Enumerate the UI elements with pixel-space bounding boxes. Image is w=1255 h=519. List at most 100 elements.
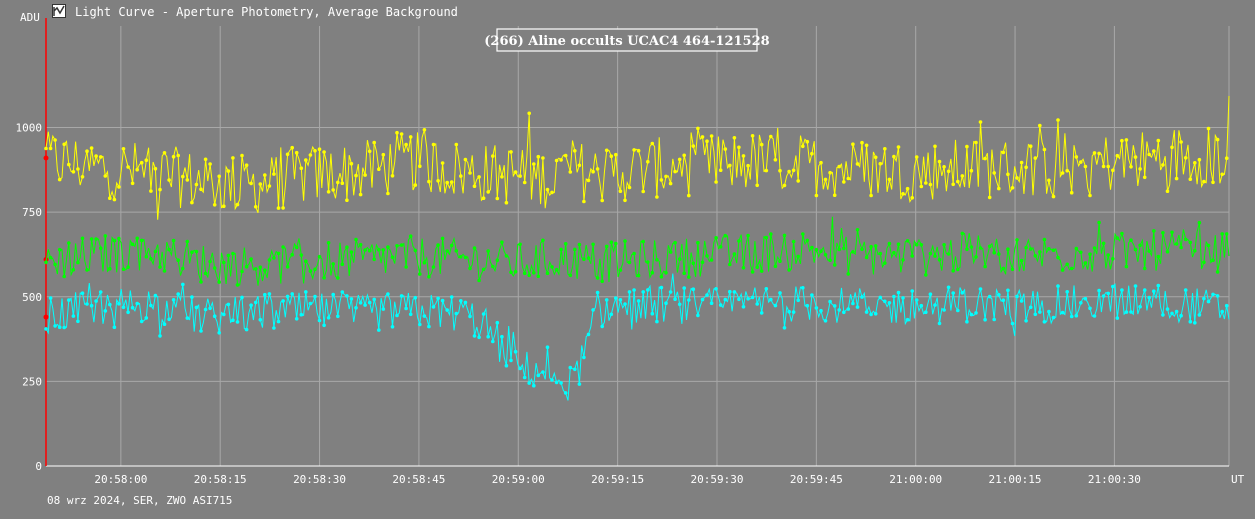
footer-info: 08 wrz 2024, SER, ZWO ASI715 [47, 494, 233, 507]
series-point [427, 275, 431, 279]
series-point [718, 303, 723, 307]
series-point [317, 254, 322, 259]
series-point [646, 288, 650, 292]
series-point [1202, 179, 1206, 184]
series-point [408, 135, 413, 139]
series-point [609, 154, 614, 158]
series-point [614, 241, 618, 246]
series-point [1129, 238, 1133, 242]
series-point [791, 310, 796, 314]
series-point [304, 290, 308, 294]
series-point [89, 146, 94, 150]
series-point [217, 280, 221, 284]
series-point [823, 177, 828, 182]
series-point [326, 316, 331, 320]
series-point [1106, 291, 1110, 296]
series-point [987, 244, 992, 249]
series-point [873, 312, 878, 316]
series-point [832, 304, 837, 308]
series-point [94, 154, 98, 158]
series-point [805, 139, 810, 144]
series-point [331, 292, 336, 297]
series-point [664, 271, 668, 275]
series-point [1019, 258, 1024, 263]
series-point [946, 169, 951, 174]
series-point [851, 142, 855, 146]
series-point [532, 271, 536, 275]
series-point [746, 233, 750, 238]
series-point [290, 145, 295, 150]
series-point [509, 270, 513, 275]
series-point [53, 262, 57, 267]
series-point [1074, 313, 1079, 318]
series-point [1124, 138, 1129, 142]
series-point [1051, 315, 1056, 320]
series-point [910, 289, 914, 293]
series-point [655, 258, 659, 262]
series-point [791, 168, 796, 173]
series-point [449, 180, 454, 184]
series-point [532, 383, 536, 388]
light-curve-app-icon[interactable] [52, 4, 66, 18]
series-point [1197, 313, 1202, 317]
series-point [1215, 270, 1220, 274]
series-point [76, 167, 80, 171]
series-point [892, 250, 896, 255]
series-point [1065, 290, 1069, 294]
series-point [1092, 246, 1097, 250]
series-point [1206, 243, 1211, 248]
series-point [158, 265, 162, 269]
series-point [896, 242, 901, 246]
series-point [696, 240, 700, 245]
series-point [892, 294, 896, 299]
series-point [814, 193, 819, 198]
series-point [573, 149, 577, 153]
series-point [436, 179, 440, 183]
series-point [1106, 164, 1110, 169]
series-point [518, 366, 522, 371]
y-tick-label: 250 [22, 375, 42, 388]
series-point [308, 301, 313, 306]
series-point [249, 257, 253, 261]
series-point [67, 298, 71, 302]
chart-title-box: (266) Aline occults UCAC4 464-121528 [484, 28, 770, 52]
series-point [860, 247, 864, 252]
series-point [700, 135, 705, 139]
series-point [395, 130, 399, 135]
series-point [1147, 295, 1151, 300]
series-point [149, 257, 153, 261]
series-point [814, 306, 819, 310]
series-point [190, 200, 194, 205]
series-point [240, 269, 244, 274]
series-point [98, 155, 103, 159]
series-point [600, 198, 604, 203]
series-point [595, 290, 600, 295]
series-point [1024, 245, 1028, 250]
series-point [755, 183, 759, 188]
series-point [682, 153, 686, 158]
series-point [869, 193, 873, 198]
series-point [522, 271, 527, 276]
series-point [322, 276, 326, 280]
series-2 [44, 273, 1230, 401]
series-0 [44, 95, 1230, 220]
series-point [431, 265, 436, 269]
series-point [354, 237, 358, 242]
series-point [892, 154, 896, 159]
series-point [527, 381, 531, 385]
series-point [914, 242, 919, 247]
series-point [1161, 163, 1165, 167]
series-point [363, 173, 367, 177]
series-point [1069, 314, 1074, 319]
series-point [1165, 307, 1170, 311]
series-point [1097, 151, 1101, 156]
series-point [627, 290, 632, 294]
series-point [965, 144, 969, 149]
series-point [231, 251, 235, 256]
series-point [550, 265, 554, 269]
series-point [463, 255, 468, 260]
series-point [103, 174, 108, 178]
series-point [632, 148, 636, 152]
series-point [974, 255, 978, 259]
series-point [404, 265, 408, 269]
